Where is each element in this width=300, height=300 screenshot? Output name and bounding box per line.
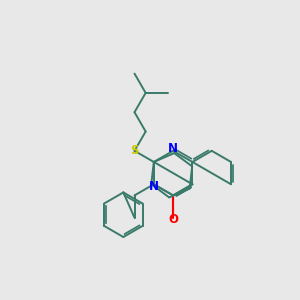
Text: O: O [168, 213, 178, 226]
Text: N: N [168, 142, 178, 155]
Text: S: S [130, 144, 139, 157]
Text: N: N [149, 180, 159, 193]
